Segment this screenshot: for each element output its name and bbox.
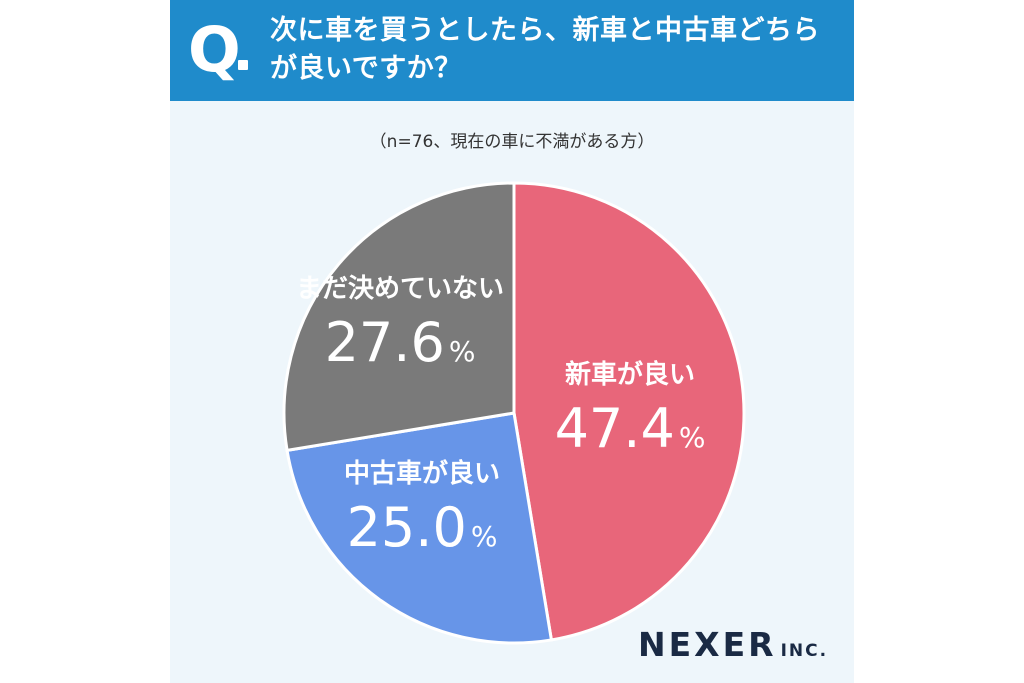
pie-chart: 新車が良い 47.4 % 中古車が良い 25.0 % まだ決めていない 27.6%: [282, 181, 746, 645]
pie-slice-1: [512, 181, 746, 642]
q-mark: Q: [188, 13, 241, 86]
survey-card: Q 次に車を買うとしたら、新車と中古車どちらが良いですか？ （n=76、現在の車…: [170, 0, 854, 683]
slice-value-2: 25.0%: [347, 496, 498, 559]
slice-label-2: 中古車が良い: [344, 458, 500, 489]
pie-slice-3: [282, 181, 516, 453]
question-header: Q 次に車を買うとしたら、新車と中古車どちらが良いですか？: [170, 0, 854, 101]
question-text: 次に車を買うとしたら、新車と中古車どちらが良いですか？: [270, 15, 820, 84]
slice-label-3: まだ決めていない: [296, 274, 504, 304]
logo-main: NEXER: [638, 625, 777, 664]
logo-suffix: INC.: [780, 641, 829, 661]
slice-value-3: 27.6%: [325, 311, 476, 374]
sample-note: （n=76、現在の車に不満がある方）: [369, 132, 655, 152]
nexer-logo: NEXER INC.: [638, 625, 828, 671]
pie-slice-2: [285, 411, 554, 645]
slice-value-1: 47.4%: [555, 397, 706, 460]
slice-label-1: 新車が良い: [565, 359, 695, 390]
q-dot: [238, 60, 248, 70]
